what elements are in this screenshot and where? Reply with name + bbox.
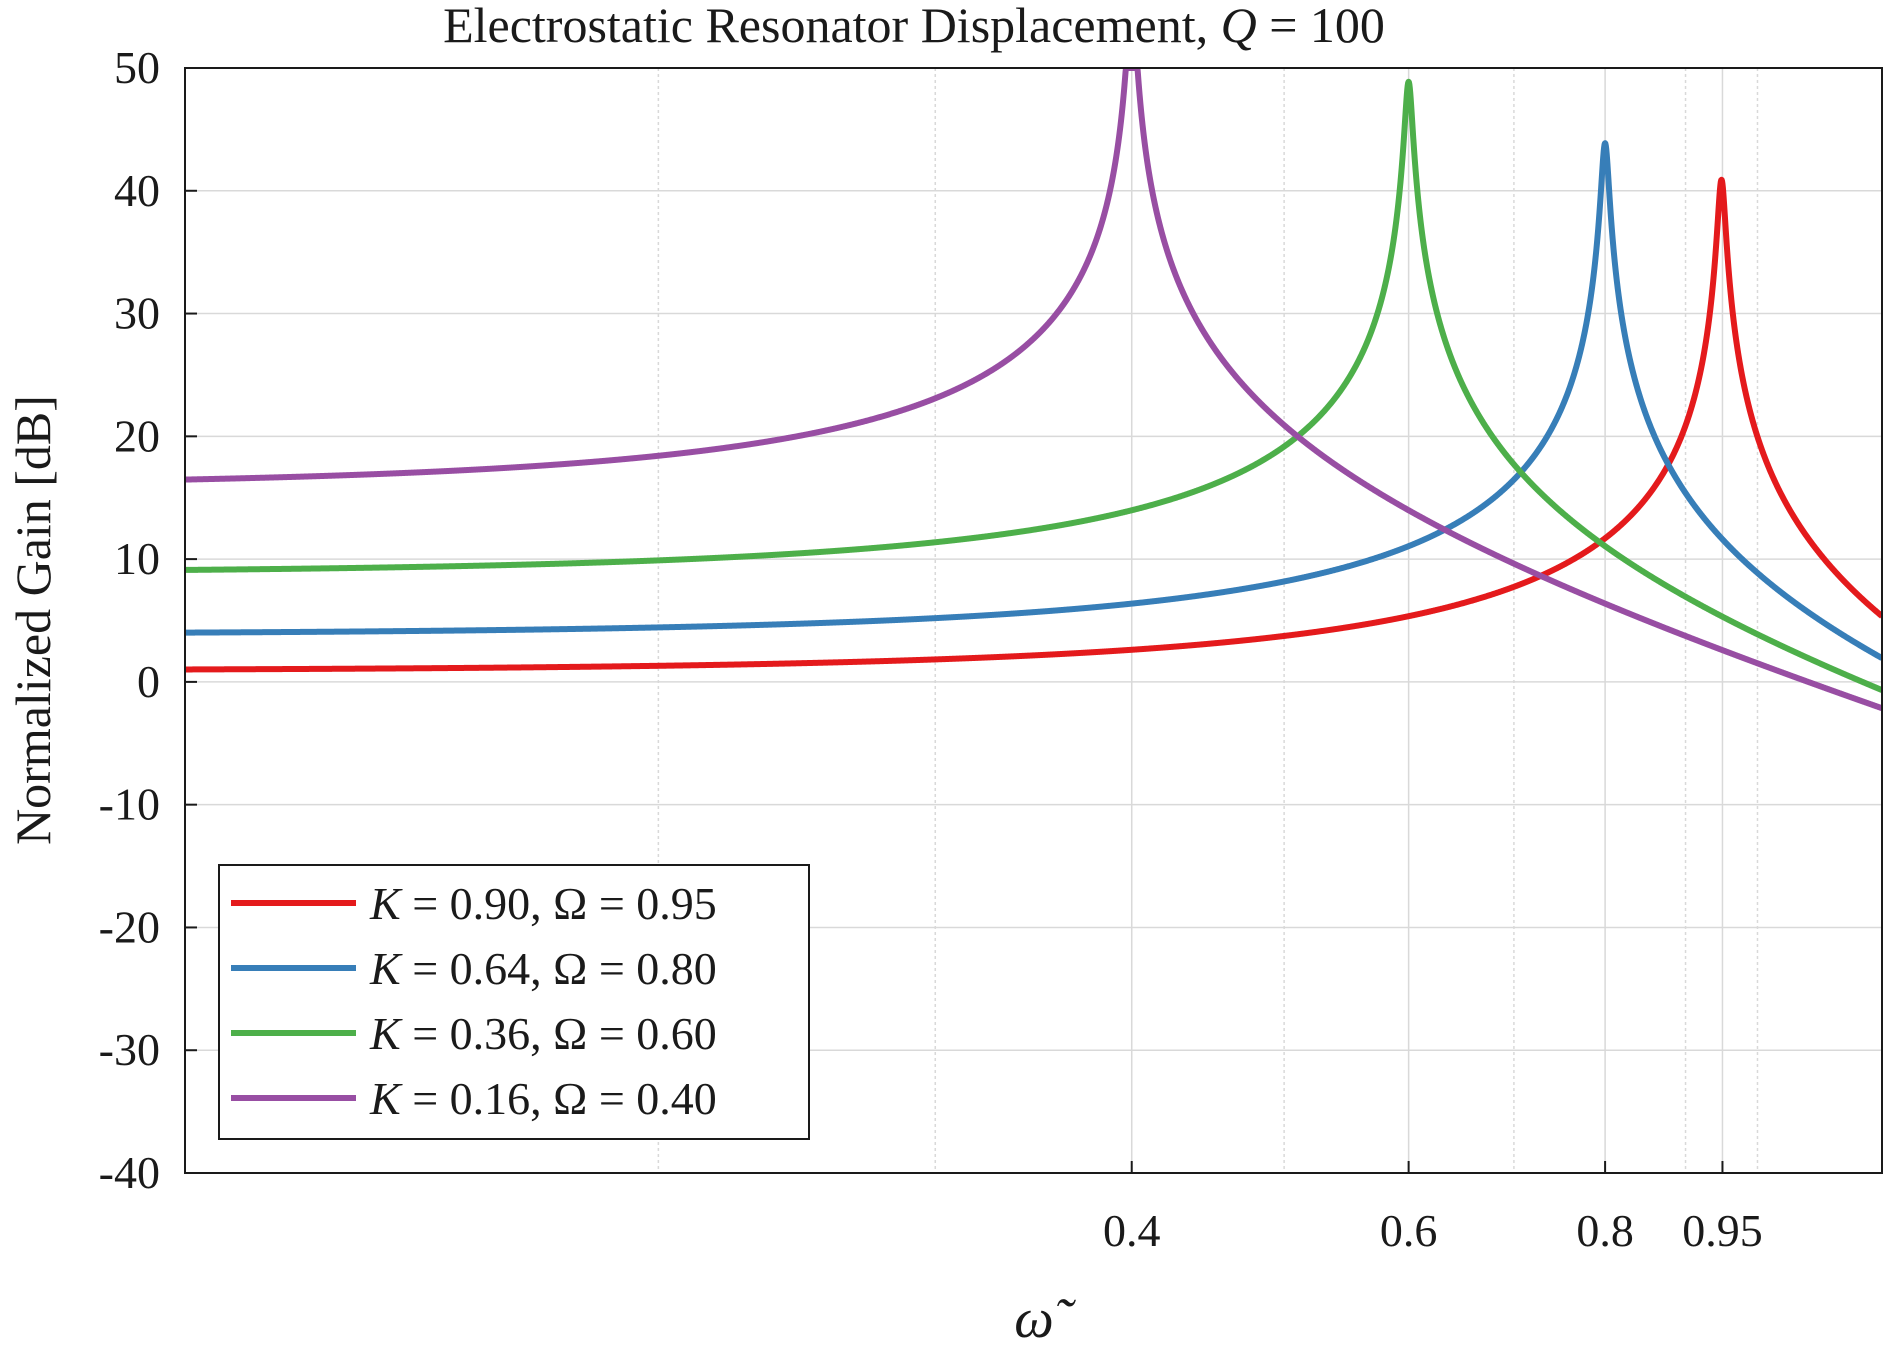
legend: K = 0.90, Ω = 0.95K = 0.64, Ω = 0.80K = … xyxy=(218,864,810,1140)
y-tick-label: -20 xyxy=(99,901,160,952)
y-axis: 50 40 30 20 10 0 -10 -20 -30 -40 xyxy=(99,42,197,1198)
legend-label-k: K xyxy=(369,943,403,994)
legend-label-k: K xyxy=(369,1008,403,1059)
y-tick-label: 40 xyxy=(114,165,160,216)
y-tick-label: 20 xyxy=(114,410,160,461)
legend-label-params: = 0.36, Ω = 0.60 xyxy=(401,1008,717,1059)
legend-label: K = 0.64, Ω = 0.80 xyxy=(369,943,717,994)
series-line xyxy=(185,140,1882,661)
x-axis: 0.4 0.6 0.8 0.95 xyxy=(1103,1161,1763,1256)
legend-label-params: = 0.16, Ω = 0.40 xyxy=(401,1073,717,1124)
y-tick-label: 10 xyxy=(114,533,160,584)
series-line xyxy=(185,176,1882,673)
y-tick-label: 30 xyxy=(114,288,160,339)
chart-title-prefix: Electrostatic Resonator Displacement, xyxy=(443,0,1208,53)
y-tick-label: -10 xyxy=(99,779,160,830)
series-layer xyxy=(185,68,1882,712)
chart-title-q: Q xyxy=(1221,0,1257,53)
x-tick-label: 0.8 xyxy=(1576,1205,1634,1256)
y-tick-label: -40 xyxy=(99,1147,160,1198)
series-line xyxy=(185,78,1882,693)
legend-label: K = 0.16, Ω = 0.40 xyxy=(369,1073,717,1124)
legend-label: K = 0.36, Ω = 0.60 xyxy=(369,1008,717,1059)
y-tick-label: -30 xyxy=(99,1024,160,1075)
series-line xyxy=(185,68,1882,712)
x-tick-label: 0.4 xyxy=(1103,1205,1161,1256)
legend-box xyxy=(218,864,810,1140)
legend-label-params: = 0.90, Ω = 0.95 xyxy=(401,878,717,929)
y-axis-label: Normalized Gain [dB] xyxy=(5,395,61,845)
chart-title: Electrostatic Resonator Displacement, Q … xyxy=(443,0,1385,53)
chart-title-q-value: = 100 xyxy=(1269,0,1385,53)
legend-label-params: = 0.64, Ω = 0.80 xyxy=(401,943,717,994)
legend-label: K = 0.90, Ω = 0.95 xyxy=(369,878,717,929)
x-tick-label: 0.95 xyxy=(1682,1205,1763,1256)
legend-label-k: K xyxy=(369,878,403,929)
axes-frame xyxy=(184,67,1883,1174)
x-tick-label: 0.6 xyxy=(1380,1205,1438,1256)
legend-label-k: K xyxy=(369,1073,403,1124)
x-axis-label: ω̃ xyxy=(1014,1288,1077,1350)
y-tick-label: 0 xyxy=(137,656,160,707)
y-tick-label: 50 xyxy=(114,42,160,93)
